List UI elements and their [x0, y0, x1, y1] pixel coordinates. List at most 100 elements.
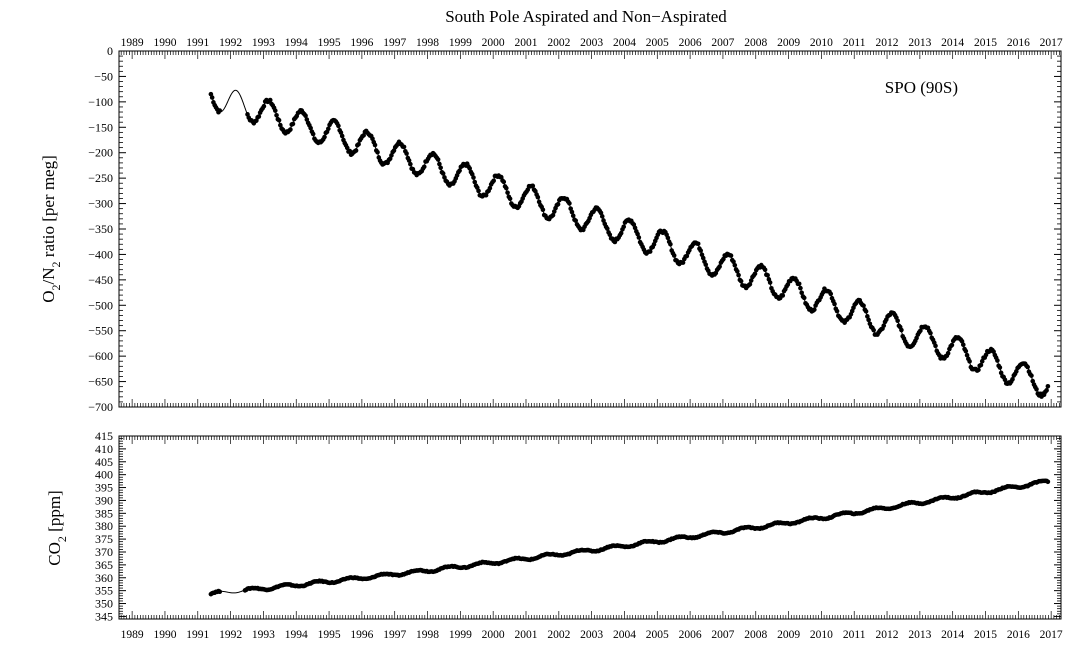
o2n2-data-point	[569, 209, 575, 215]
x-tick-label-top: 2013	[908, 37, 931, 49]
o2n2-data-point	[326, 126, 331, 132]
o2n2-data-point	[895, 318, 900, 324]
o2n2-y-tick-label: −350	[88, 222, 113, 236]
co2-plot-frame	[118, 435, 1062, 620]
x-tick-label-bottom: 1992	[219, 629, 242, 641]
o2n2-data-point	[668, 241, 673, 247]
o2n2-data-point	[933, 343, 938, 349]
o2n2-data-point	[1025, 364, 1030, 370]
o2n2-data-point	[812, 307, 817, 312]
o2n2-data-point	[798, 285, 803, 291]
o2n2-data-point	[796, 281, 802, 287]
o2n2-data-point	[1010, 376, 1015, 382]
o2n2-data-point	[567, 201, 572, 206]
o2n2-gridlayer: 0 −50 −100 −150 −200 −250 −300 −350 −400 −450 −500…	[88, 44, 1061, 414]
x-axis-top: 1989 1990 1991 1992 1993 1994 1995 1996 1997 1998…	[121, 37, 1063, 49]
o2n2-data-point	[276, 117, 282, 123]
o2n2-data-point	[684, 253, 690, 259]
co2-panel: 3453503553603653703753803853903954004054…	[45, 429, 1062, 623]
o2n2-y-tick-label: −550	[88, 324, 113, 338]
x-tick-label-top: 2008	[744, 37, 767, 49]
x-tick-label-bottom: 2010	[810, 629, 833, 641]
o2n2-data-point	[721, 256, 726, 262]
x-tick-label-top: 2000	[482, 37, 505, 49]
o2n2-data-point	[866, 317, 871, 323]
o2n2-y-tick-label: −250	[88, 171, 113, 185]
o2n2-data-point	[978, 362, 984, 368]
o2n2-data-point	[799, 290, 804, 296]
x-tick-label-bottom: 2014	[941, 629, 964, 641]
o2n2-data-point	[918, 328, 923, 334]
x-tick-label-bottom: 1995	[318, 629, 341, 641]
o2n2-data-point	[551, 209, 557, 214]
x-tick-label-top: 2016	[1007, 37, 1030, 49]
o2n2-data-point	[945, 350, 951, 356]
o2n2-data-point	[647, 249, 653, 254]
o2n2-data-point	[507, 196, 513, 202]
o2n2-ylabel: O2/N2 ratio [per meg]	[39, 155, 63, 302]
co2-y-tick-label: 390	[95, 493, 113, 507]
o2n2-data-point	[732, 262, 738, 268]
o2n2-data-point	[983, 352, 989, 358]
co2-gridlayer: 3453503553603653703753803853903954004054…	[95, 429, 1061, 623]
o2n2-data-point	[476, 188, 481, 194]
o2n2-data-point	[308, 125, 313, 131]
x-tick-label-top: 2014	[941, 37, 964, 49]
o2n2-data-point	[765, 272, 770, 278]
co2-y-tick-label: 355	[95, 584, 113, 598]
o2n2-ylabel-o: O	[39, 290, 58, 302]
o2n2-data-point	[573, 218, 579, 223]
o2n2-data-point	[748, 278, 754, 283]
o2n2-data-point	[632, 225, 638, 231]
o2n2-plot-frame	[118, 50, 1062, 408]
x-tick-label-bottom: 2000	[482, 629, 505, 641]
o2n2-data-point	[406, 158, 412, 163]
o2n2-y-tick-label: −200	[88, 146, 113, 160]
o2n2-data-point	[375, 149, 380, 155]
x-tick-label-bottom: 2012	[876, 629, 899, 641]
x-tick-label-top: 1999	[449, 37, 472, 49]
x-tick-label-top: 2001	[514, 37, 537, 49]
o2n2-data-point	[1034, 386, 1039, 392]
o2n2-data-point	[336, 123, 341, 129]
co2-y-tick-label: 345	[95, 609, 113, 623]
o2n2-data-point	[801, 295, 807, 301]
o2n2-data-point	[467, 166, 472, 171]
x-tick-label-bottom: 2002	[547, 629, 570, 641]
o2n2-data-point	[278, 122, 283, 128]
o2n2-fit-curve	[210, 89, 1049, 396]
o2n2-data-point	[501, 179, 507, 185]
x-tick-label-top: 1997	[383, 37, 406, 49]
o2n2-data-point	[356, 141, 361, 147]
co2-y-tick-label: 415	[95, 429, 113, 443]
co2-y-tick-label: 385	[95, 506, 113, 520]
o2n2-data-point	[310, 131, 316, 137]
x-tick-label-top: 1994	[285, 37, 308, 49]
o2n2-data-point	[322, 134, 327, 140]
co2-ylabel-sub: 2	[55, 536, 69, 542]
o2n2-y-tick-label: −500	[88, 298, 113, 312]
o2n2-data-point	[339, 133, 345, 139]
o2n2-y-tick-label: −300	[88, 197, 113, 211]
o2n2-data-point	[703, 262, 709, 267]
x-tick-label-bottom: 2015	[974, 629, 997, 641]
co2-y-tick-label: 365	[95, 558, 113, 572]
o2n2-data-point	[680, 260, 686, 265]
o2n2-data-point	[530, 183, 536, 189]
o2n2-data-point	[344, 145, 350, 151]
o2n2-data-point	[717, 264, 722, 269]
o2n2-data-point	[408, 161, 413, 167]
o2n2-data-point	[361, 133, 366, 138]
o2n2-data-point	[871, 327, 876, 333]
x-tick-label-top: 1991	[186, 37, 209, 49]
o2n2-y-tick-label: −650	[88, 375, 113, 389]
o2n2-data-point	[834, 308, 840, 314]
o2n2-data-point	[353, 148, 359, 153]
o2n2-data-point	[976, 367, 981, 373]
x-tick-label-top: 1995	[318, 37, 341, 49]
co2-y-tick-label: 370	[95, 545, 113, 559]
co2-data-point	[1045, 479, 1051, 485]
x-tick-label-top: 2011	[843, 37, 866, 49]
o2n2-y-tick-label: −400	[88, 247, 113, 261]
